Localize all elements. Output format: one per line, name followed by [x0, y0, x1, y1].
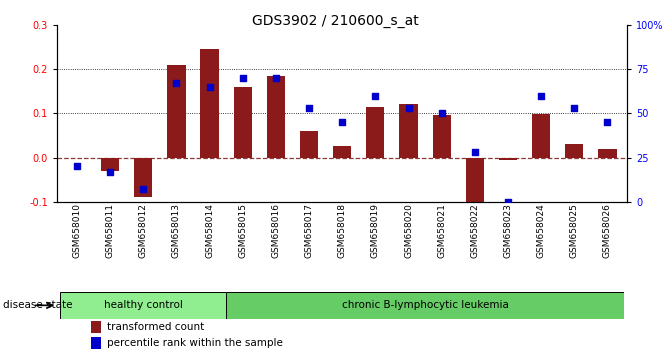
Bar — [91, 321, 101, 333]
Point — [569, 105, 580, 111]
Bar — [565, 144, 584, 158]
Bar — [366, 107, 384, 158]
Bar — [167, 65, 185, 158]
Point — [370, 93, 380, 98]
Bar — [101, 158, 119, 171]
Point — [337, 119, 348, 125]
Point — [72, 164, 83, 169]
Point — [138, 187, 148, 192]
Bar — [499, 158, 517, 160]
Text: chronic B-lymphocytic leukemia: chronic B-lymphocytic leukemia — [342, 300, 509, 310]
Bar — [201, 49, 219, 158]
Point — [503, 199, 513, 205]
Bar — [134, 158, 152, 198]
Point — [270, 75, 281, 81]
Text: healthy control: healthy control — [104, 300, 183, 310]
Text: percentile rank within the sample: percentile rank within the sample — [107, 338, 283, 348]
Bar — [300, 131, 318, 158]
Bar — [466, 158, 484, 209]
Point — [602, 119, 613, 125]
Point — [304, 105, 315, 111]
Point — [470, 149, 480, 155]
Point — [436, 110, 447, 116]
Bar — [599, 149, 617, 158]
Bar — [532, 114, 550, 158]
Point — [536, 93, 547, 98]
Text: transformed count: transformed count — [107, 322, 205, 332]
Point — [403, 105, 414, 111]
Bar — [234, 87, 252, 158]
Point — [105, 169, 115, 175]
Point — [204, 84, 215, 90]
Text: disease state: disease state — [3, 300, 73, 310]
Bar — [267, 76, 285, 158]
Bar — [433, 115, 451, 158]
Text: GDS3902 / 210600_s_at: GDS3902 / 210600_s_at — [252, 14, 419, 28]
Bar — [399, 104, 417, 158]
Point — [238, 75, 248, 81]
Bar — [333, 147, 352, 158]
Point — [171, 80, 182, 86]
Bar — [91, 337, 101, 349]
